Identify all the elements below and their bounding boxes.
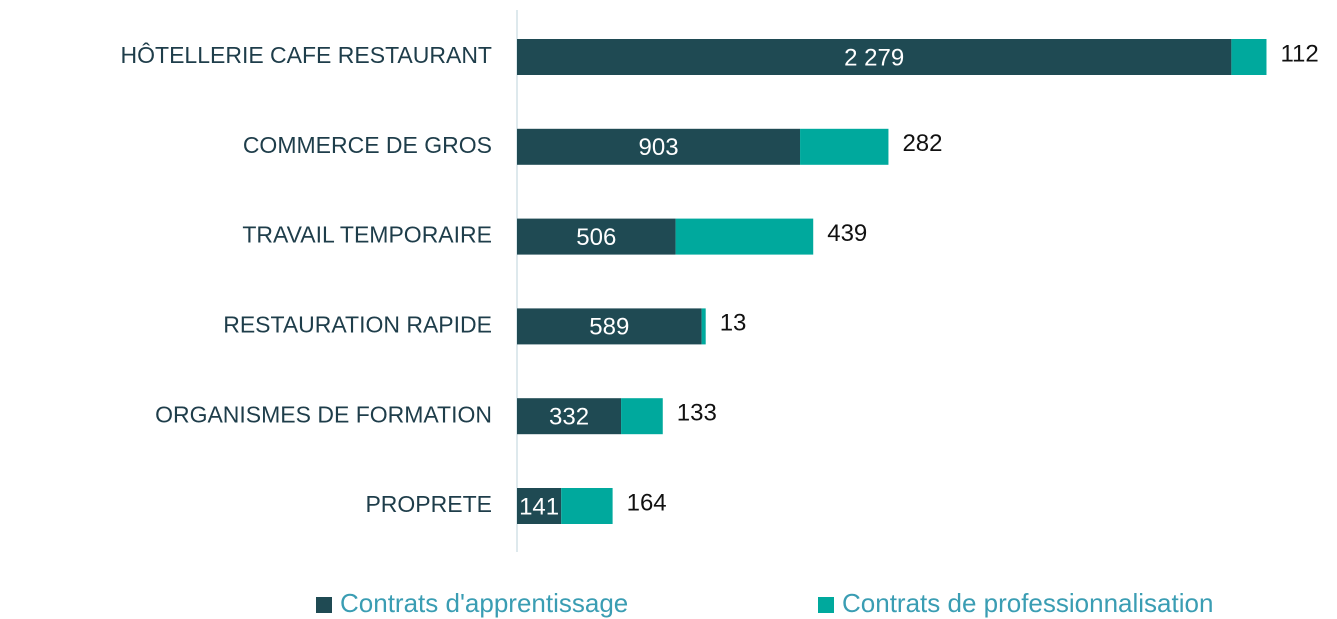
data-label: 112 <box>1280 40 1318 67</box>
legend-label: Contrats de professionnalisation <box>842 588 1213 618</box>
legend-swatch <box>818 597 834 613</box>
data-label: 282 <box>902 130 942 157</box>
bar-segment <box>517 218 676 255</box>
data-label: 506 <box>576 224 616 251</box>
bar-segment <box>517 39 1232 75</box>
data-label: 903 <box>639 134 679 161</box>
category-label: ORGANISMES DE FORMATION <box>155 401 492 427</box>
legend-label: Contrats d'apprentissage <box>340 588 628 618</box>
bar-segment <box>517 488 562 524</box>
bar-segment <box>675 218 814 255</box>
bar-segment <box>517 308 702 345</box>
data-label: 332 <box>549 404 589 431</box>
data-label: 2 279 <box>844 44 904 71</box>
data-label: 164 <box>627 489 667 516</box>
category-label: HÔTELLERIE CAFE RESTAURANT <box>121 41 492 68</box>
bar-segment <box>1231 39 1267 75</box>
category-label: RESTAURATION RAPIDE <box>223 311 492 337</box>
data-label: 439 <box>827 220 867 247</box>
bar-segment <box>701 308 706 345</box>
bar-segment <box>517 128 801 165</box>
category-label: TRAVAIL TEMPORAIRE <box>242 222 492 248</box>
bar-segment <box>561 488 613 524</box>
legend-swatch <box>316 597 332 613</box>
data-label: 13 <box>720 310 747 337</box>
bar-segment <box>621 398 663 435</box>
data-label: 141 <box>519 493 559 520</box>
bar-segment <box>800 128 889 165</box>
bar-segment <box>517 398 622 435</box>
data-label: 133 <box>677 400 717 427</box>
category-label: COMMERCE DE GROS <box>243 132 492 158</box>
data-label: 589 <box>589 314 629 341</box>
category-label: PROPRETE <box>365 491 492 517</box>
